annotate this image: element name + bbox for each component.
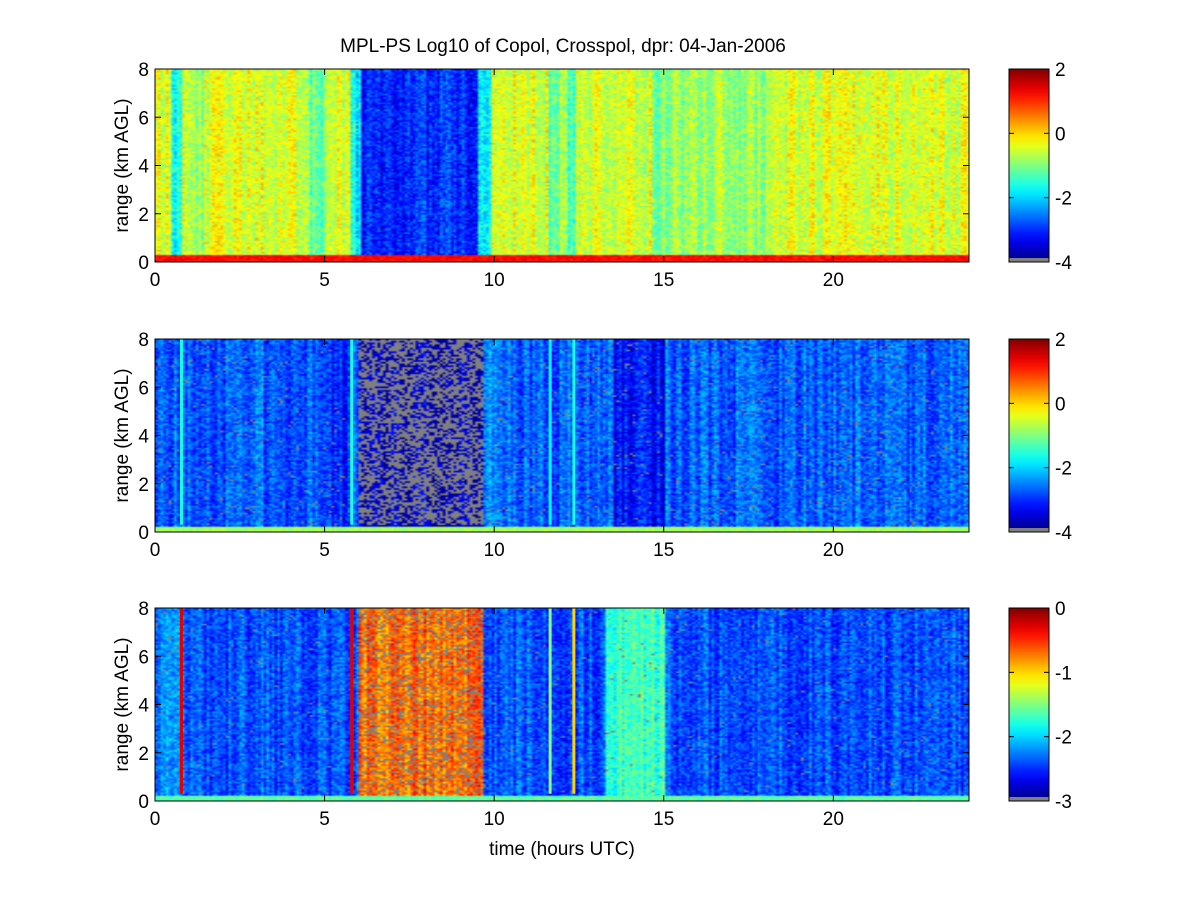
colorbar-gray-swatch (1009, 258, 1049, 262)
ytick-label: 8 (138, 60, 149, 81)
ytick-label: 2 (138, 475, 149, 496)
colorbar-tick-label: 0 (1055, 394, 1066, 415)
ytick-label: 4 (138, 157, 149, 178)
xtick-label: 10 (484, 270, 505, 291)
ytick-label: 6 (138, 108, 149, 129)
colorbar-copol: -4 -2 0 2 (1008, 60, 1072, 274)
xtick-label: 5 (319, 540, 330, 561)
ytick-label: 8 (138, 599, 149, 620)
xtick-label: 0 (150, 270, 161, 291)
ylabel-crosspol: range (km AGL) (112, 368, 133, 502)
ytick-label: 6 (138, 378, 149, 399)
figure-title: MPL-PS Log10 of Copol, Crosspol, dpr: 04… (340, 36, 786, 57)
xtick-label: 10 (484, 540, 505, 561)
colorbar-tick-label: -4 (1055, 253, 1072, 274)
colorbar-dpr: -3 -2 -1 0 (1008, 599, 1072, 813)
ytick-label: 0 (138, 523, 149, 544)
xtick-label: 15 (653, 270, 674, 291)
xtick-label: 10 (484, 809, 505, 830)
ytick-label: 2 (138, 205, 149, 226)
xtick-label: 0 (150, 540, 161, 561)
colorbar-tick-label: -4 (1055, 523, 1072, 544)
colorbar-frame (1008, 338, 1050, 533)
xtick-label: 15 (653, 809, 674, 830)
heatmap-image-dpr (155, 608, 969, 801)
xtick-label: 0 (150, 809, 161, 830)
colorbar-tick-label: -1 (1055, 663, 1072, 684)
ytick-label: 2 (138, 744, 149, 765)
colorbar-tick-label: 2 (1055, 330, 1066, 351)
ylabel-copol: range (km AGL) (112, 98, 133, 232)
colorbar-gray-swatch (1009, 797, 1049, 801)
xtick-label: 20 (823, 809, 844, 830)
colorbar-gradient (1009, 339, 1049, 532)
colorbar-tick-label: 2 (1055, 60, 1066, 81)
colorbar-frame (1008, 607, 1050, 802)
ytick-label: 0 (138, 792, 149, 813)
xtick-label: 15 (653, 540, 674, 561)
xtick-label: 5 (319, 809, 330, 830)
colorbar-gradient (1009, 69, 1049, 262)
ytick-label: 0 (138, 253, 149, 274)
colorbar-tick-label: -3 (1055, 792, 1072, 813)
xtick-label: 5 (319, 270, 330, 291)
xtick-label: 20 (823, 270, 844, 291)
colorbar-crosspol: -4 -2 0 2 (1008, 330, 1072, 544)
ytick-label: 4 (138, 427, 149, 448)
colorbar-gradient (1009, 608, 1049, 801)
heatmap-image-copol (155, 69, 969, 262)
heatmap-image-crosspol (155, 339, 969, 532)
ytick-label: 4 (138, 696, 149, 717)
colorbar-frame (1008, 68, 1050, 263)
colorbar-gray-swatch (1009, 528, 1049, 532)
xtick-label: 20 (823, 540, 844, 561)
ytick-label: 6 (138, 647, 149, 668)
ytick-label: 8 (138, 330, 149, 351)
ylabel-dpr: range (km AGL) (112, 637, 133, 771)
colorbar-tick-label: 0 (1055, 599, 1066, 620)
colorbar-tick-label: -2 (1055, 459, 1072, 480)
xlabel: time (hours UTC) (489, 839, 635, 860)
colorbar-tick-label: -2 (1055, 728, 1072, 749)
colorbar-tick-label: -2 (1055, 189, 1072, 210)
colorbar-tick-label: 0 (1055, 124, 1066, 145)
